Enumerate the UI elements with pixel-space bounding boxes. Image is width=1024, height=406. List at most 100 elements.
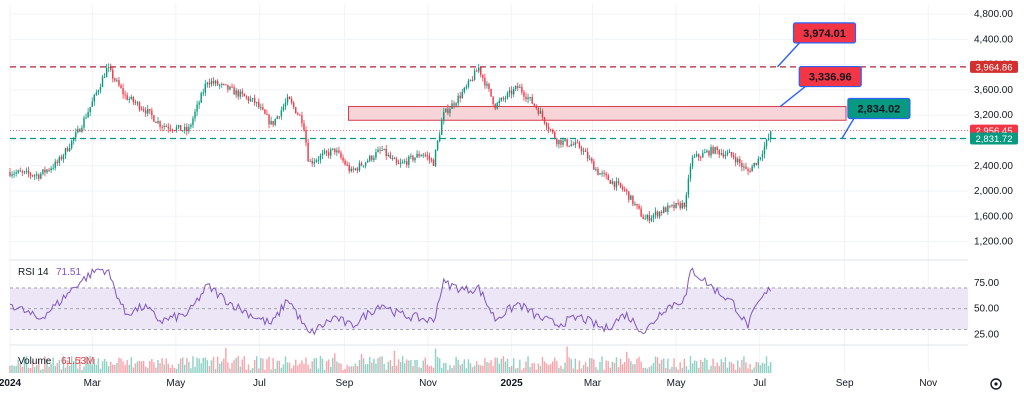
price-tag xyxy=(970,132,1018,145)
volume-bar xyxy=(617,367,620,373)
candle-body xyxy=(218,84,221,86)
callout-box xyxy=(798,65,862,88)
volume-bar xyxy=(249,369,252,373)
candle-body xyxy=(334,148,336,153)
candle-body xyxy=(297,113,299,115)
volume-bar xyxy=(745,362,747,373)
volume-bar xyxy=(233,360,235,373)
candle-body xyxy=(578,142,581,148)
volume-bar xyxy=(408,360,410,373)
volume-bar xyxy=(558,367,560,373)
candle-body xyxy=(440,121,443,135)
zone-rect xyxy=(348,106,847,121)
candle-body xyxy=(212,81,215,84)
rsi-panel xyxy=(9,267,968,336)
candle-body xyxy=(660,211,663,213)
candle-body xyxy=(9,172,11,176)
volume-bar xyxy=(457,359,459,373)
volume-bar xyxy=(482,365,484,373)
price-tick-label: 2,000.00 xyxy=(974,186,1013,197)
candle-body xyxy=(420,155,422,157)
candle-body xyxy=(734,157,737,163)
candle-body xyxy=(157,121,159,124)
volume-bar xyxy=(253,359,256,373)
volume-bar xyxy=(364,364,367,373)
volume-bar xyxy=(508,366,511,373)
volume-bar xyxy=(443,362,445,373)
volume-bar xyxy=(422,360,424,373)
candle-body xyxy=(138,102,141,110)
volume-bar xyxy=(208,365,211,373)
volume-bar xyxy=(734,369,737,373)
candle-body xyxy=(58,157,61,163)
volume-bar xyxy=(761,362,764,373)
volume-bar xyxy=(149,361,151,373)
volume-bar xyxy=(206,360,209,373)
candle-body xyxy=(348,164,350,172)
candle-body xyxy=(33,175,36,177)
volume-bar xyxy=(91,364,93,373)
volume-bar xyxy=(753,367,755,373)
volume-bar xyxy=(724,357,727,373)
volume-bar xyxy=(311,361,313,373)
volume-bar xyxy=(420,367,422,373)
candle-body xyxy=(31,175,34,177)
price-tag-label: 2,956.45 xyxy=(976,126,1013,137)
candle-body xyxy=(144,110,147,114)
candle-body xyxy=(512,89,515,95)
settings-circle-icon[interactable] xyxy=(990,378,1002,390)
date-tick-label: 2025 xyxy=(500,378,523,389)
axes: 4,800.004,400.004,000.003,600.003,200.00… xyxy=(0,9,1013,389)
volume-bar xyxy=(708,369,710,373)
candle-body xyxy=(313,161,315,164)
volume-bar xyxy=(636,358,638,373)
candle-body xyxy=(52,167,54,169)
candle-body xyxy=(741,163,743,168)
volume-bar xyxy=(210,360,213,373)
volume-bar xyxy=(455,356,457,373)
candle-body xyxy=(576,142,579,144)
volume-bar xyxy=(194,366,196,373)
volume-bar xyxy=(81,369,83,373)
candle-body xyxy=(301,115,303,124)
candle-body xyxy=(50,168,52,171)
candle-body xyxy=(482,74,484,78)
candle-body xyxy=(765,139,768,147)
volume-bar xyxy=(663,358,665,373)
candle-body xyxy=(465,86,468,88)
candle-body xyxy=(309,160,311,162)
candle-body xyxy=(196,104,198,112)
volume-bar xyxy=(134,363,137,373)
candle-body xyxy=(654,211,657,215)
candle-body xyxy=(595,169,597,171)
candle-body xyxy=(280,110,283,117)
volume-bar xyxy=(186,357,188,373)
candle-body xyxy=(438,134,441,142)
volume-bar xyxy=(652,362,655,373)
candle-body xyxy=(255,102,258,104)
volume-bar xyxy=(48,366,50,373)
volume-bar xyxy=(369,356,371,373)
candle-body xyxy=(151,110,153,116)
volume-bar xyxy=(235,358,237,373)
volume-bar xyxy=(301,360,303,373)
volume-bar xyxy=(110,361,112,373)
candle-body xyxy=(459,95,461,99)
volume-bar xyxy=(136,361,139,373)
volume-bar xyxy=(340,363,342,373)
volume-bar xyxy=(523,367,525,373)
candle-body xyxy=(529,97,531,99)
volume-bar xyxy=(142,360,145,373)
volume-bar xyxy=(695,361,698,373)
candle-body xyxy=(307,142,309,162)
candle-body xyxy=(455,103,457,106)
candle-body xyxy=(159,121,161,127)
volume-bar xyxy=(255,356,258,373)
volume-bar xyxy=(218,363,221,373)
volume-bar xyxy=(290,368,293,373)
volume-bar xyxy=(586,366,589,373)
volume-bar xyxy=(549,364,552,373)
candle-body xyxy=(545,122,548,128)
candle-body xyxy=(554,132,556,139)
